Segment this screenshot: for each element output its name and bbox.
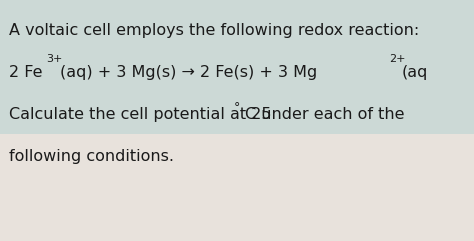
Text: 2+: 2+: [389, 54, 405, 64]
Text: 2 Fe: 2 Fe: [9, 65, 42, 80]
Text: °: °: [234, 101, 240, 114]
Text: (aq: (aq: [402, 65, 428, 80]
Text: Calculate the cell potential at 25: Calculate the cell potential at 25: [9, 107, 276, 122]
Text: following conditions.: following conditions.: [9, 149, 173, 164]
Text: C under each of the: C under each of the: [245, 107, 404, 122]
Text: (aq) + 3 Mg(s) → 2 Fe(s) + 3 Mg: (aq) + 3 Mg(s) → 2 Fe(s) + 3 Mg: [60, 65, 318, 80]
FancyBboxPatch shape: [0, 0, 474, 134]
Text: A voltaic cell employs the following redox reaction:: A voltaic cell employs the following red…: [9, 23, 419, 38]
Text: 3+: 3+: [46, 54, 63, 64]
